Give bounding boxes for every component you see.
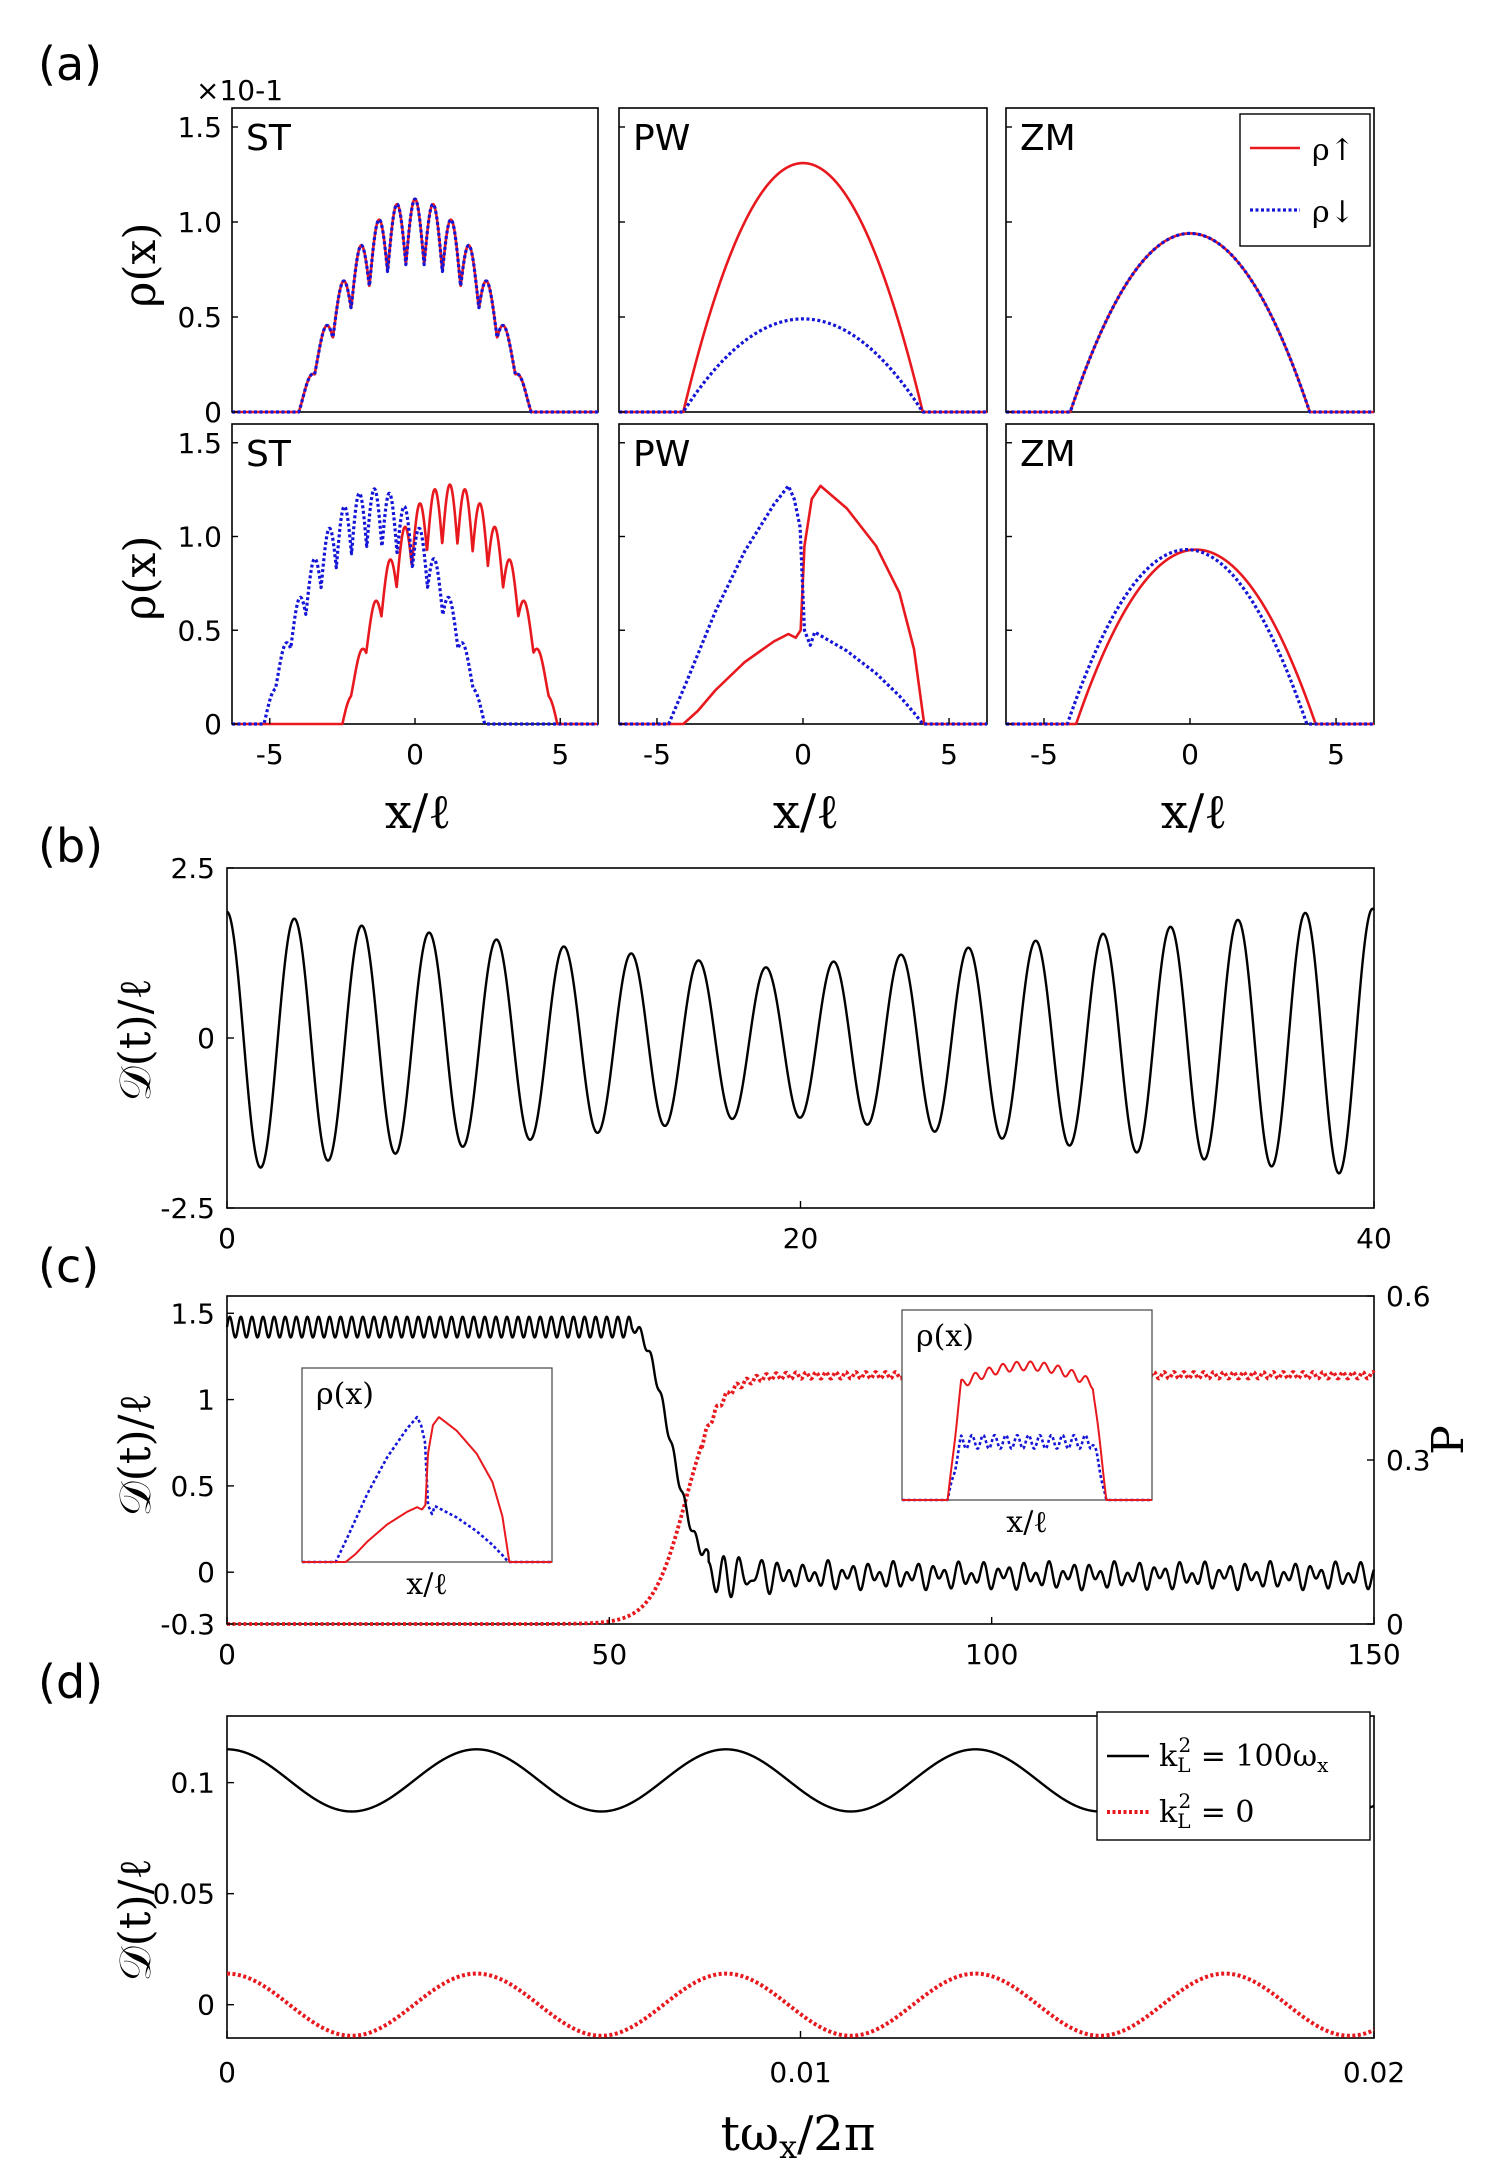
a-ytick-label: 1.5 (177, 427, 222, 460)
a-ytick-label: 0.5 (177, 614, 222, 647)
rho-down-line (617, 317, 989, 414)
rho-up-line (1005, 548, 1375, 726)
c-inset-ylabel: ρ(x) (316, 1377, 374, 1412)
b-xtick-label: 40 (1356, 1222, 1392, 1255)
d-xtick-label: 0 (218, 2056, 236, 2089)
legend-rho-down-label: ρ↓ (1312, 195, 1355, 230)
b-ytick-label: 0 (197, 1022, 215, 1055)
a-ytick-label: 0.5 (177, 301, 222, 334)
d-xlabel: tωx/2π (721, 2106, 876, 2160)
a-xtick-label: 0 (406, 738, 424, 771)
b-xtick-label: 0 (218, 1222, 236, 1255)
a-legend-box (1239, 113, 1371, 247)
c-ytick-label: 1 (197, 1384, 215, 1417)
c-inset-frame (901, 1309, 1153, 1501)
b-displacement-line (226, 907, 1375, 1175)
a-ytick-label: 1.5 (177, 111, 222, 144)
rho-up-line (618, 161, 988, 414)
c-xtick-label: 50 (592, 1638, 628, 1671)
b-ylabel: 𝒟(t)/ℓ (110, 978, 161, 1101)
a-subplot-tag: ZM (1020, 434, 1076, 475)
rho-up-line (231, 197, 599, 414)
d-legend-kL100-label: kL2 = 100ωx (1159, 1733, 1329, 1777)
a-xtick-label: -5 (643, 738, 671, 771)
c-ytick-label: 0.5 (170, 1470, 215, 1503)
a-subplot-tag: ST (246, 434, 292, 475)
d-legend-kL0-label: kL2 = 0 (1159, 1789, 1255, 1833)
panel-label-d: (d) (38, 1655, 103, 1709)
d-ylabel: 𝒟(t)/ℓ (110, 1858, 161, 1981)
c-xtick-label: 0 (218, 1638, 236, 1671)
c-inset-ylabel: ρ(x) (916, 1319, 974, 1354)
d-ytick-label: 0.05 (153, 1878, 215, 1911)
rho-down-line (1004, 548, 1376, 726)
a-subplot-tag: ST (246, 118, 292, 159)
d-xtick-label: 0.01 (769, 2056, 831, 2089)
b-xtick-label: 20 (783, 1222, 819, 1255)
a-subplot-frame (231, 107, 599, 413)
c-polarization-line (225, 1370, 1376, 1626)
a-xtick-label: 5 (940, 738, 958, 771)
c-ytick-right-label: 0 (1386, 1608, 1404, 1641)
d-ytick-label: 0.1 (170, 1767, 215, 1800)
a-multiplier: ×10-1 (196, 74, 283, 107)
rho-up-line (231, 483, 599, 726)
a-row1-ylabel: ρ(x) (115, 222, 166, 307)
a-ytick-label: 0 (204, 396, 222, 429)
d-legend-box (1096, 1711, 1371, 1841)
a-subplot-tag: ZM (1020, 118, 1076, 159)
legend-rho-up-label: ρ↑ (1312, 133, 1355, 168)
rho-down-line (1004, 231, 1376, 414)
rho-down-line (230, 487, 600, 726)
a-subplot-tag: PW (633, 118, 690, 159)
a-xtick-label: 0 (794, 738, 812, 771)
panel-label-c: (c) (38, 1239, 99, 1293)
a-ytick-label: 1.0 (177, 206, 222, 239)
c-inset-rho-up-line (901, 1360, 1153, 1501)
a-xtick-label: 5 (1327, 738, 1345, 771)
c-inset-xlabel: x/ℓ (406, 1567, 447, 1602)
c-ytick-label: -0.3 (160, 1608, 215, 1641)
a-xtick-label: 0 (1181, 738, 1199, 771)
a-xtick-label: 5 (551, 738, 569, 771)
rho-up-line (619, 484, 987, 726)
c-ytick-label: 0 (197, 1556, 215, 1589)
a-xlabel-2: x/ℓ (773, 784, 839, 840)
a-subplot-frame (1005, 107, 1375, 413)
c-ytick-right-label: 0.6 (1386, 1280, 1431, 1313)
plot-layer: ST 0 0.5 1.0 1.5 PW ZM ρ↑ ρ↓ ST 0 0.5 1.0 1.5 -5 0 5 PW -5… (153, 107, 1431, 2089)
c-inset-xlabel: x/ℓ (1006, 1505, 1047, 1540)
d-xtick-label: 0.02 (1343, 2056, 1405, 2089)
c-ytick-label: 1.5 (170, 1297, 215, 1330)
a-row2-ylabel: ρ(x) (115, 535, 166, 620)
rho-up-line (1005, 232, 1375, 414)
a-xlabel-1: x/ℓ (385, 784, 451, 840)
panel-label-a: (a) (38, 37, 102, 91)
c-inset-rho-up-line (301, 1416, 553, 1563)
a-ytick-label: 1.0 (177, 521, 222, 554)
c-ylabel-right: P (1423, 1425, 1474, 1455)
rho-down-line (230, 197, 600, 414)
a-subplot-frame (618, 107, 988, 413)
a-xlabel-3: x/ℓ (1161, 784, 1227, 840)
a-subplot-tag: PW (633, 434, 690, 475)
b-ytick-label: 2.5 (170, 852, 215, 885)
a-ytick-label: 0 (204, 708, 222, 741)
c-displacement-line (225, 1315, 1376, 1599)
d-kL0-line (225, 1971, 1376, 2038)
a-xtick-label: -5 (256, 738, 284, 771)
a-xtick-label: -5 (1030, 738, 1058, 771)
d-ytick-label: 0 (197, 1989, 215, 2022)
c-ylabel: 𝒟(t)/ℓ (110, 1393, 161, 1516)
c-xtick-label: 150 (1347, 1638, 1400, 1671)
c-ytick-right-label: 0.3 (1386, 1444, 1431, 1477)
c-xtick-label: 100 (965, 1638, 1018, 1671)
panel-label-b: (b) (38, 819, 103, 873)
b-ytick-label: -2.5 (160, 1192, 215, 1225)
